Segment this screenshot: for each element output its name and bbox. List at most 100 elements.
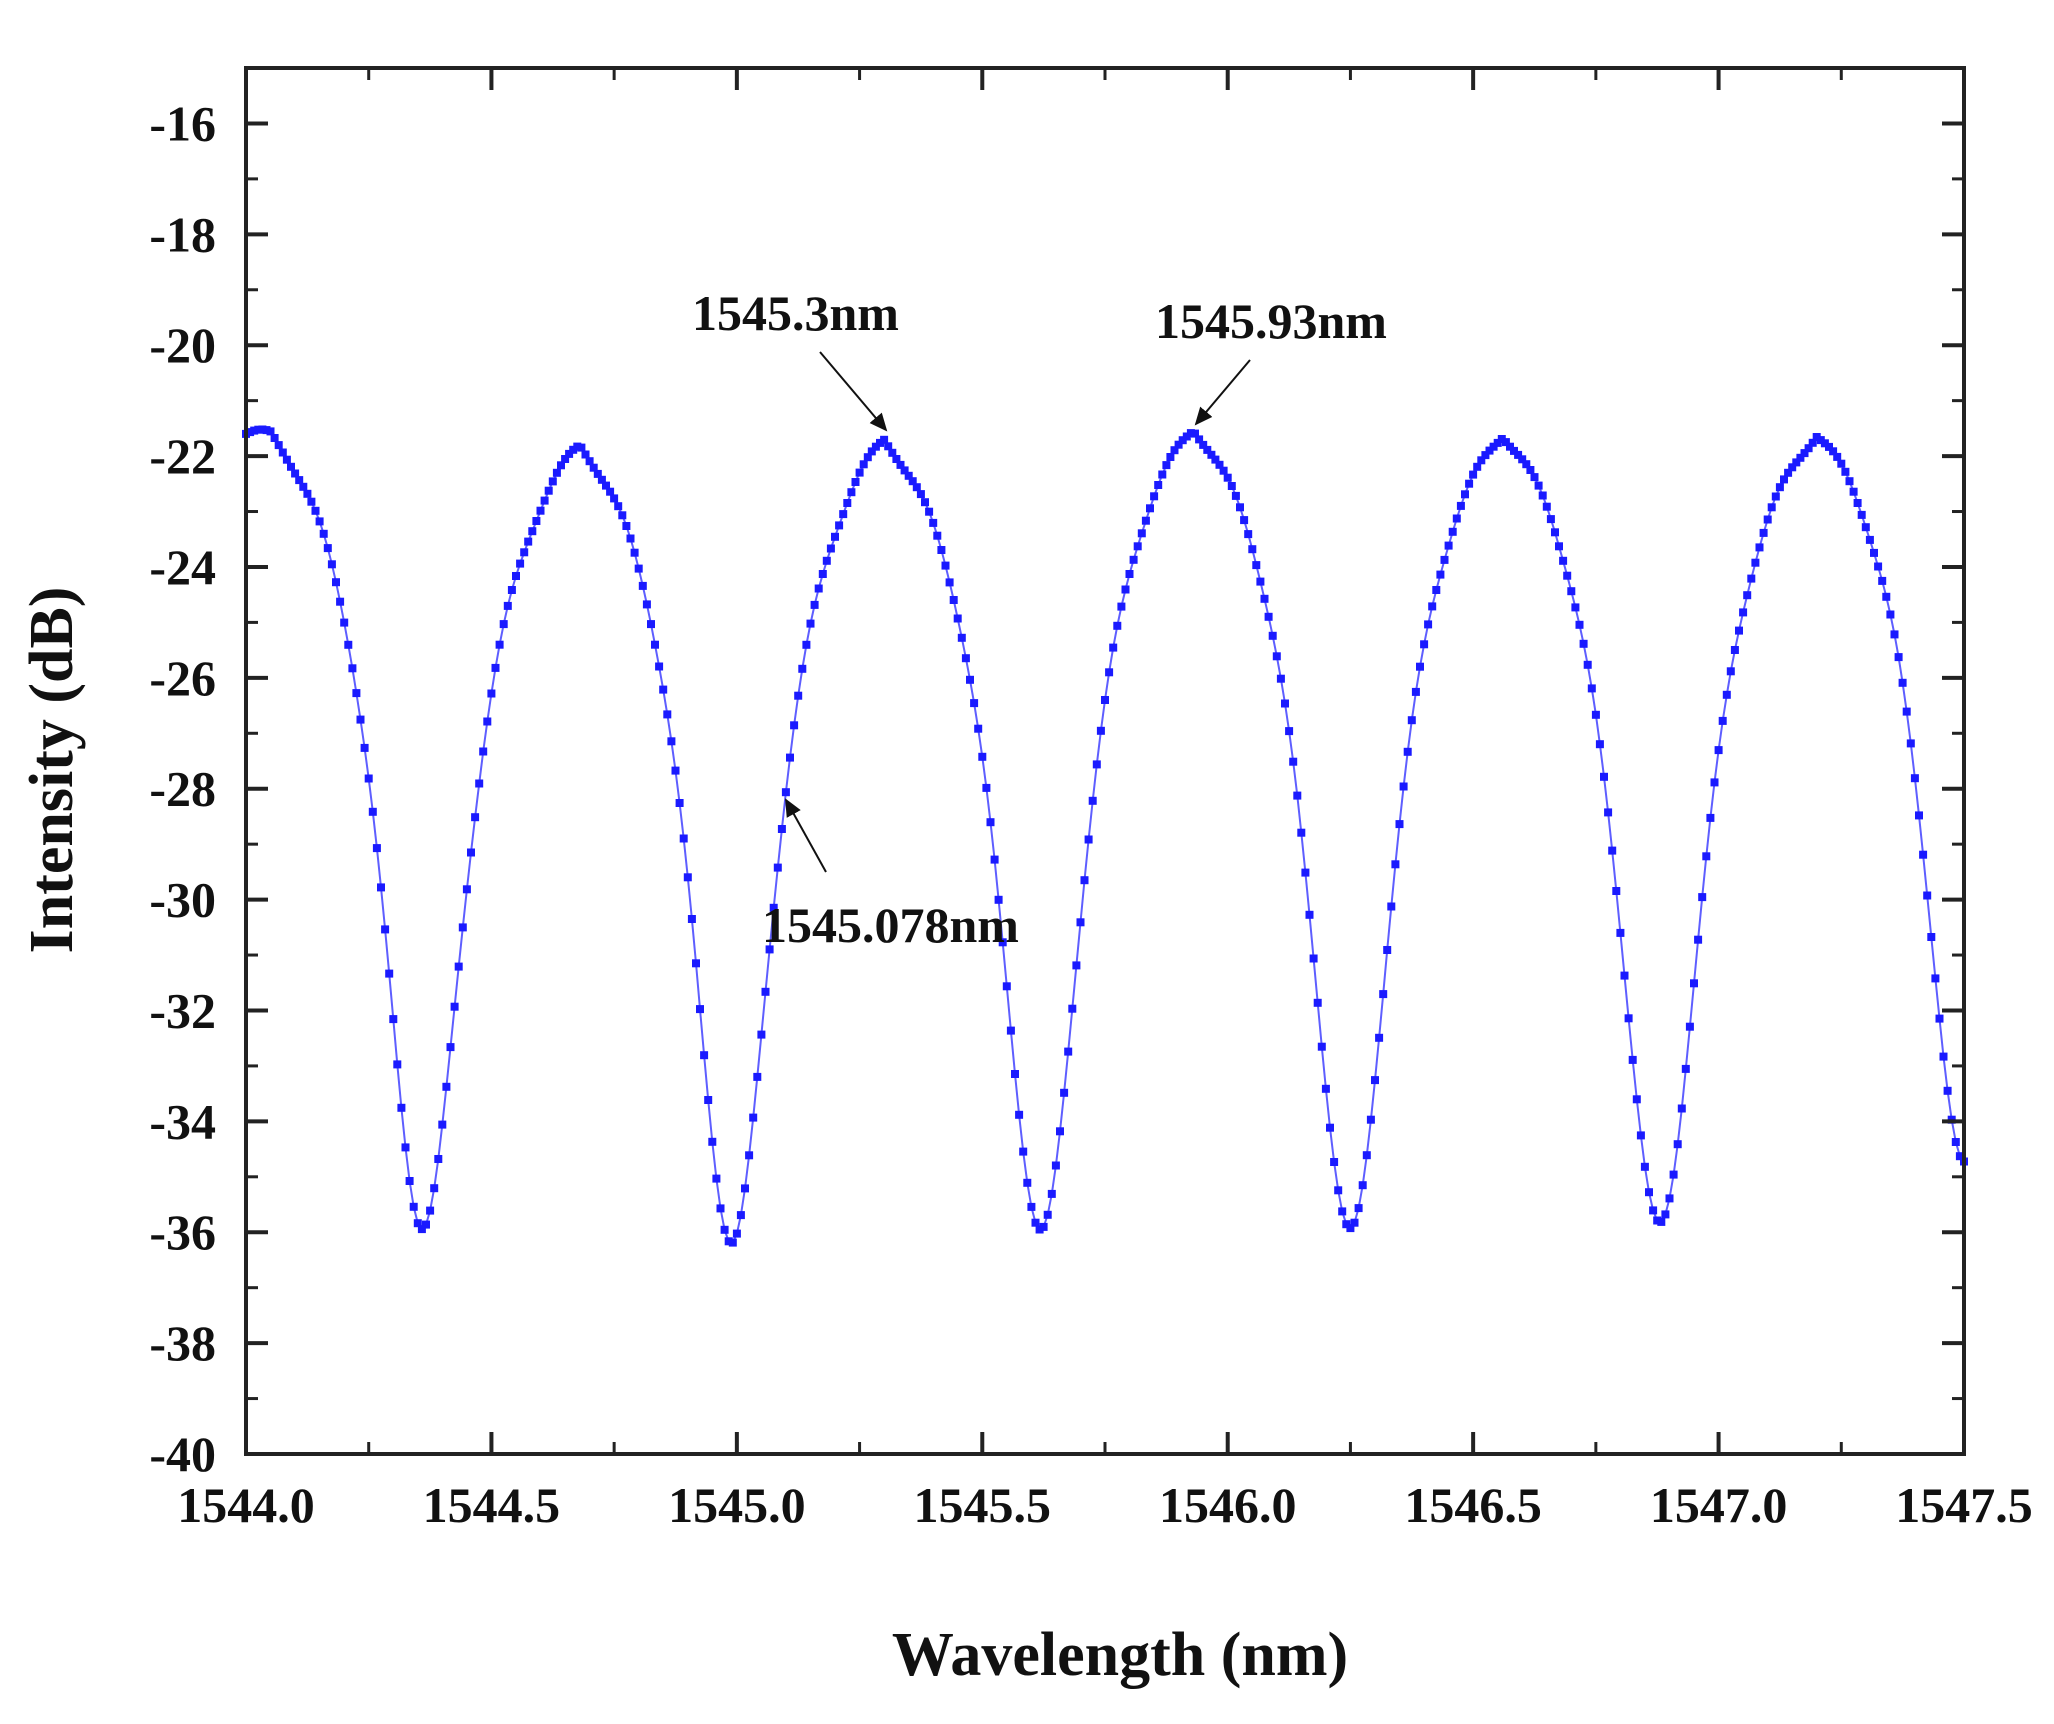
spectrum-point xyxy=(1305,910,1314,919)
spectrum-point xyxy=(843,499,852,507)
y-tick-label: -16 xyxy=(149,95,216,151)
spectrum-point xyxy=(1096,726,1105,735)
spectrum-point xyxy=(1133,542,1142,551)
annotation-arrow xyxy=(819,351,888,432)
spectrum-point xyxy=(1538,491,1547,500)
spectrum-point xyxy=(1068,1004,1077,1013)
spectrum-point xyxy=(974,724,983,733)
spectrum-point xyxy=(1358,1181,1367,1190)
spectrum-point xyxy=(1951,1138,1960,1146)
spectrum-point xyxy=(1342,1220,1351,1229)
spectrum-point xyxy=(647,620,655,629)
spectrum-point xyxy=(1902,707,1911,716)
spectrum-point xyxy=(1501,438,1510,447)
spectrum-point xyxy=(1575,620,1584,629)
y-tick-label: -24 xyxy=(149,539,216,595)
spectrum-point xyxy=(671,766,680,775)
spectrum-point xyxy=(1362,1151,1371,1160)
spectrum-point xyxy=(1771,492,1780,501)
spectrum-point xyxy=(1506,442,1514,451)
spectrum-point xyxy=(512,572,520,580)
spectrum-point xyxy=(1011,1070,1019,1078)
spectrum-point xyxy=(1845,477,1854,486)
spectrum-point xyxy=(1518,455,1527,464)
spectrum-point xyxy=(1285,727,1294,736)
spectrum-point xyxy=(1272,652,1281,661)
spectrum-point xyxy=(348,664,357,673)
spectrum-point xyxy=(1604,808,1613,817)
spectrum-point xyxy=(1943,1086,1952,1095)
spectrum-point xyxy=(687,915,696,923)
spectrum-point xyxy=(458,923,467,932)
annotation-label: 1545.93nm xyxy=(1155,293,1387,349)
spectrum-point xyxy=(487,689,496,698)
spectrum-point xyxy=(520,548,529,557)
spectrum-point xyxy=(1485,446,1494,455)
spectrum-point xyxy=(1080,876,1089,885)
spectrum-point xyxy=(1640,1162,1649,1171)
spectrum-point xyxy=(389,1015,398,1024)
spectrum-point xyxy=(287,462,295,471)
spectrum-point xyxy=(966,675,974,684)
spectrum-point xyxy=(961,654,970,663)
spectrum-point xyxy=(728,1238,737,1247)
spectrum-point xyxy=(1833,452,1842,461)
spectrum-point xyxy=(483,717,492,726)
spectrum-point xyxy=(1886,610,1895,619)
spectrum-point xyxy=(1371,1076,1379,1085)
spectrum-point xyxy=(426,1206,435,1215)
spectrum-point xyxy=(561,455,570,463)
spectrum-point xyxy=(1870,548,1878,557)
spectrum-point xyxy=(1346,1224,1355,1233)
spectrum-point xyxy=(1808,438,1817,447)
spectrum-point xyxy=(1595,740,1604,749)
spectrum-point xyxy=(377,883,385,892)
spectrum-point xyxy=(1031,1218,1040,1227)
spectrum-point xyxy=(1162,461,1171,470)
spectrum-point xyxy=(1653,1216,1662,1225)
spectrum-point xyxy=(679,834,688,843)
spectrum-point xyxy=(1338,1207,1347,1216)
spectrum-point xyxy=(1436,570,1445,579)
spectrum-point xyxy=(1910,774,1919,783)
spectrum-point xyxy=(1747,574,1756,583)
spectrum-point xyxy=(1191,429,1199,438)
spectrum-point xyxy=(1477,456,1486,465)
spectrum-point xyxy=(626,534,635,543)
spectrum-point xyxy=(1591,710,1600,719)
spectrum-point xyxy=(1526,466,1535,474)
spectrum-point xyxy=(327,560,336,569)
spectrum-point xyxy=(1383,946,1392,954)
spectrum-point xyxy=(855,468,864,477)
spectrum-point xyxy=(929,518,938,527)
spectrum-point xyxy=(802,640,811,649)
y-tick-label: -38 xyxy=(149,1315,216,1371)
spectrum-point xyxy=(1546,515,1555,524)
spectrum-point xyxy=(1780,475,1788,484)
spectrum-point xyxy=(655,662,664,671)
spectrum-point xyxy=(1743,591,1752,600)
spectrum-point xyxy=(1767,503,1776,512)
spectrum-point xyxy=(397,1103,406,1112)
spectrum-point xyxy=(806,619,815,628)
spectrum-point xyxy=(1923,891,1932,900)
spectrum-point xyxy=(1853,499,1862,507)
spectrum-point xyxy=(585,457,594,466)
spectrum-point xyxy=(945,578,954,587)
spectrum-point xyxy=(1002,982,1011,991)
spectrum-point xyxy=(1669,1170,1678,1179)
spectrum-point xyxy=(266,427,275,436)
y-axis-title: Intensity (dB) xyxy=(18,587,86,954)
y-tick-label: -34 xyxy=(149,1093,216,1149)
spectrum-point xyxy=(622,522,631,530)
spectrum-point xyxy=(385,969,394,978)
spectrum-point xyxy=(336,597,345,606)
spectrum-point xyxy=(986,818,995,827)
spectrum-point xyxy=(1915,811,1923,820)
y-tick-label: -28 xyxy=(149,761,216,817)
spectrum-point xyxy=(581,450,590,459)
spectrum-point xyxy=(462,885,471,894)
spectrum-point xyxy=(1043,1210,1052,1219)
spectrum-point xyxy=(364,774,373,783)
spectrum-point xyxy=(1416,662,1424,671)
